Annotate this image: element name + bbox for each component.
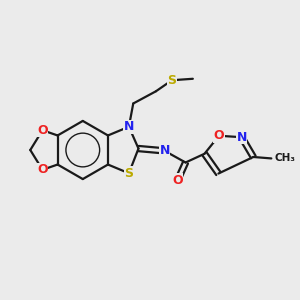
Text: O: O (37, 163, 48, 176)
Text: N: N (124, 120, 134, 133)
Text: O: O (172, 174, 183, 187)
Text: O: O (214, 129, 224, 142)
Text: N: N (160, 144, 170, 158)
Text: S: S (124, 167, 134, 180)
Text: S: S (167, 74, 176, 87)
Text: O: O (37, 124, 48, 137)
Text: CH₃: CH₃ (275, 153, 296, 164)
Text: N: N (236, 131, 247, 144)
